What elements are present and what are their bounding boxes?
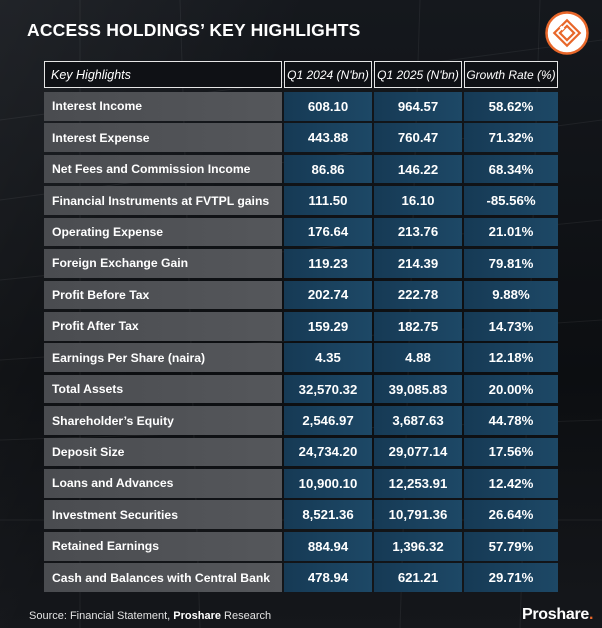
highlights-table: Key Highlights Q1 2024 (N'bn) Q1 2025 (N… xyxy=(44,61,558,595)
cell-growth-rate: 68.34% xyxy=(464,154,558,184)
table-row: Investment Securities 8,521.36 10,791.36 26… xyxy=(44,500,558,530)
cell-growth-rate: 29.71% xyxy=(464,563,558,592)
cell-q1-2025: 214.39 xyxy=(374,249,462,278)
table-row: Total Assets 32,570.32 39,085.83 20.00% xyxy=(44,374,558,404)
cell-growth-rate: 9.88% xyxy=(464,280,558,310)
table-row: Interest Income 608.10 964.57 58.62% xyxy=(44,92,558,121)
cell-growth-rate: 58.62% xyxy=(464,92,558,121)
cell-q1-2025: 3,687.63 xyxy=(374,406,462,435)
cell-q1-2025: 4.88 xyxy=(374,343,462,372)
source-bold: Proshare xyxy=(173,610,221,622)
header-key-highlights: Key Highlights xyxy=(44,61,282,88)
cell-q1-2025: 12,253.91 xyxy=(374,469,462,498)
cell-growth-rate: 79.81% xyxy=(464,249,558,278)
cell-q1-2024: 119.23 xyxy=(284,249,372,278)
table-row: Net Fees and Commission Income 86.86 146.2… xyxy=(44,154,558,184)
table-row: Deposit Size 24,734.20 29,077.14 17.56% xyxy=(44,437,558,467)
table-row: Loans and Advances 10,900.10 12,253.91 12.4… xyxy=(44,469,558,498)
cell-label: Operating Expense xyxy=(44,217,282,247)
table-row: Foreign Exchange Gain 119.23 214.39 79.81% xyxy=(44,249,558,278)
cell-growth-rate: 71.32% xyxy=(464,123,558,153)
cell-label: Deposit Size xyxy=(44,437,282,467)
cell-label: Investment Securities xyxy=(44,500,282,530)
cell-growth-rate: -85.56% xyxy=(464,186,558,215)
table-row: Retained Earnings 884.94 1,396.32 57.79% xyxy=(44,531,558,561)
cell-q1-2024: 2,546.97 xyxy=(284,406,372,435)
cell-growth-rate: 14.73% xyxy=(464,311,558,341)
cell-label: Profit Before Tax xyxy=(44,280,282,310)
cell-growth-rate: 26.64% xyxy=(464,500,558,530)
page-title: ACCESS HOLDINGS’ KEY HIGHLIGHTS xyxy=(27,20,361,40)
cell-q1-2025: 222.78 xyxy=(374,280,462,310)
table-row: Profit After Tax 159.29 182.75 14.73% xyxy=(44,311,558,341)
cell-q1-2024: 478.94 xyxy=(284,563,372,592)
cell-growth-rate: 17.56% xyxy=(464,437,558,467)
cell-label: Cash and Balances with Central Bank xyxy=(44,563,282,592)
cell-q1-2025: 1,396.32 xyxy=(374,531,462,561)
cell-label: Shareholder’s Equity xyxy=(44,406,282,435)
cell-label: Loans and Advances xyxy=(44,469,282,498)
cell-q1-2024: 884.94 xyxy=(284,531,372,561)
cell-growth-rate: 20.00% xyxy=(464,374,558,404)
cell-growth-rate: 57.79% xyxy=(464,531,558,561)
table-row: Cash and Balances with Central Bank 478.9… xyxy=(44,563,558,592)
cell-growth-rate: 21.01% xyxy=(464,217,558,247)
cell-q1-2025: 621.21 xyxy=(374,563,462,592)
header-q1-2025: Q1 2025 (N'bn) xyxy=(374,61,462,88)
cell-q1-2025: 39,085.83 xyxy=(374,374,462,404)
header-growth-rate: Growth Rate (%) xyxy=(464,61,558,88)
cell-label: Foreign Exchange Gain xyxy=(44,249,282,278)
cell-q1-2024: 8,521.36 xyxy=(284,500,372,530)
source-suffix: Research xyxy=(221,610,272,622)
cell-label: Financial Instruments at FVTPL gains xyxy=(44,186,282,215)
cell-q1-2024: 4.35 xyxy=(284,343,372,372)
cell-label: Retained Earnings xyxy=(44,531,282,561)
cell-q1-2025: 29,077.14 xyxy=(374,437,462,467)
cell-label: Earnings Per Share (naira) xyxy=(44,343,282,372)
cell-label: Total Assets xyxy=(44,374,282,404)
brand-name: Proshare xyxy=(522,606,589,623)
cell-label: Net Fees and Commission Income xyxy=(44,154,282,184)
cell-q1-2025: 10,791.36 xyxy=(374,500,462,530)
cell-label: Interest Expense xyxy=(44,123,282,153)
cell-q1-2024: 24,734.20 xyxy=(284,437,372,467)
table-row: Profit Before Tax 202.74 222.78 9.88% xyxy=(44,280,558,310)
cell-growth-rate: 44.78% xyxy=(464,406,558,435)
cell-q1-2025: 16.10 xyxy=(374,186,462,215)
table-header-row: Key Highlights Q1 2024 (N'bn) Q1 2025 (N… xyxy=(44,61,558,88)
table-row: Operating Expense 176.64 213.76 21.01% xyxy=(44,217,558,247)
access-logo-icon xyxy=(545,11,589,55)
cell-q1-2025: 760.47 xyxy=(374,123,462,153)
cell-growth-rate: 12.42% xyxy=(464,469,558,498)
cell-q1-2024: 202.74 xyxy=(284,280,372,310)
cell-q1-2024: 176.64 xyxy=(284,217,372,247)
source-prefix: Source: Financial Statement, xyxy=(29,610,174,622)
cell-q1-2024: 111.50 xyxy=(284,186,372,215)
table-row: Earnings Per Share (naira) 4.35 4.88 12.18% xyxy=(44,343,558,372)
header-q1-2024: Q1 2024 (N'bn) xyxy=(284,61,372,88)
cell-q1-2024: 10,900.10 xyxy=(284,469,372,498)
table-row: Interest Expense 443.88 760.47 71.32% xyxy=(44,123,558,153)
cell-growth-rate: 12.18% xyxy=(464,343,558,372)
brand-dot: . xyxy=(588,606,594,623)
table-row: Financial Instruments at FVTPL gains 111.… xyxy=(44,186,558,215)
cell-q1-2025: 182.75 xyxy=(374,311,462,341)
table-row: Shareholder’s Equity 2,546.97 3,687.63 44.7… xyxy=(44,406,558,435)
source-note: Source: Financial Statement, Proshare Re… xyxy=(29,610,271,622)
cell-label: Interest Income xyxy=(44,92,282,121)
cell-q1-2025: 964.57 xyxy=(374,92,462,121)
cell-q1-2024: 32,570.32 xyxy=(284,374,372,404)
cell-q1-2024: 159.29 xyxy=(284,311,372,341)
proshare-logo: Proshare. xyxy=(522,606,593,624)
cell-q1-2024: 86.86 xyxy=(284,154,372,184)
cell-label: Profit After Tax xyxy=(44,311,282,341)
cell-q1-2025: 146.22 xyxy=(374,154,462,184)
cell-q1-2024: 608.10 xyxy=(284,92,372,121)
cell-q1-2025: 213.76 xyxy=(374,217,462,247)
cell-q1-2024: 443.88 xyxy=(284,123,372,153)
